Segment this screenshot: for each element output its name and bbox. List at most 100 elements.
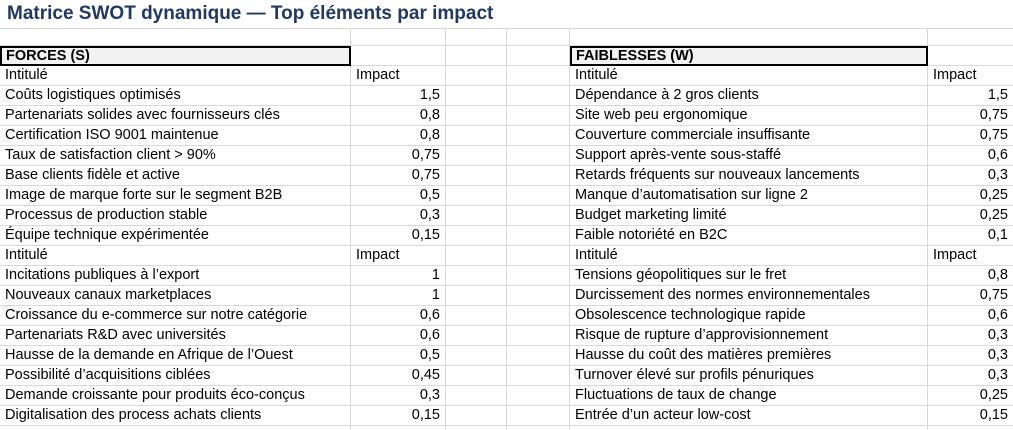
column-header-intitule[interactable]: Intitulé [570, 246, 928, 266]
impact-value[interactable]: 1 [351, 286, 446, 306]
row-label[interactable]: Site web peu ergonomique [570, 106, 928, 126]
empty-cell [928, 426, 1013, 430]
row-label[interactable]: Base clients fidèle et active [0, 166, 351, 186]
row-label[interactable]: Budget marketing limité [570, 206, 928, 226]
empty-cell [507, 406, 570, 426]
row-label[interactable]: Croissance du e-commerce sur notre catég… [0, 306, 351, 326]
impact-value[interactable]: 0,3 [928, 326, 1013, 346]
row-label[interactable]: Couverture commerciale insuffisante [570, 126, 928, 146]
row-label[interactable]: Hausse de la demande en Afrique de l’Oue… [0, 346, 351, 366]
empty-cell [446, 346, 507, 366]
impact-value[interactable]: 0,1 [928, 226, 1013, 246]
impact-value[interactable]: 0,6 [928, 306, 1013, 326]
empty-cell [351, 29, 446, 46]
column-header-impact[interactable]: Impact [351, 66, 446, 86]
empty-cell [928, 29, 1013, 46]
impact-value[interactable]: 0,3 [928, 166, 1013, 186]
impact-value[interactable]: 0,75 [928, 126, 1013, 146]
empty-cell [507, 366, 570, 386]
row-label[interactable]: Hausse du coût des matières premières [570, 346, 928, 366]
impact-value[interactable]: 0,3 [928, 366, 1013, 386]
row-label[interactable]: Fluctuations de taux de change [570, 386, 928, 406]
impact-value[interactable]: 0,3 [928, 346, 1013, 366]
row-label[interactable]: Obsolescence technologique rapide [570, 306, 928, 326]
empty-cell [446, 29, 507, 46]
row-label[interactable]: Durcissement des normes environnementale… [570, 286, 928, 306]
row-label[interactable]: Faible notoriété en B2C [570, 226, 928, 246]
empty-cell [446, 306, 507, 326]
empty-cell [507, 46, 570, 66]
impact-value[interactable]: 0,6 [351, 326, 446, 346]
empty-cell [446, 106, 507, 126]
row-label[interactable]: Manque d’automatisation sur ligne 2 [570, 186, 928, 206]
empty-cell [507, 306, 570, 326]
impact-value[interactable]: 0,15 [351, 406, 446, 426]
empty-cell [570, 29, 928, 46]
row-label[interactable]: Processus de production stable [0, 206, 351, 226]
column-header-impact[interactable]: Impact [928, 246, 1013, 266]
row-label[interactable]: Tensions géopolitiques sur le fret [570, 266, 928, 286]
row-label[interactable]: Partenariats solides avec fournisseurs c… [0, 106, 351, 126]
row-label[interactable]: Dépendance à 2 gros clients [570, 86, 928, 106]
column-header-impact[interactable]: Impact [928, 66, 1013, 86]
empty-cell [507, 246, 570, 266]
impact-value[interactable]: 0,5 [351, 186, 446, 206]
row-label[interactable]: Équipe technique expérimentée [0, 226, 351, 246]
empty-cell [507, 226, 570, 246]
empty-cell [446, 366, 507, 386]
row-label[interactable]: Possibilité d’acquisitions ciblées [0, 366, 351, 386]
empty-cell [507, 66, 570, 86]
empty-cell [446, 86, 507, 106]
empty-cell [446, 66, 507, 86]
empty-cell [446, 326, 507, 346]
empty-cell [0, 29, 351, 46]
column-header-intitule[interactable]: Intitulé [0, 66, 351, 86]
section-header-forces[interactable]: FORCES (S) [0, 46, 351, 66]
row-label[interactable]: Nouveaux canaux marketplaces [0, 286, 351, 306]
empty-cell [507, 266, 570, 286]
column-header-intitule[interactable]: Intitulé [570, 66, 928, 86]
impact-value[interactable]: 0,6 [351, 306, 446, 326]
row-label[interactable]: Support après-vente sous-staffé [570, 146, 928, 166]
impact-value[interactable]: 1,5 [351, 86, 446, 106]
column-header-impact[interactable]: Impact [351, 246, 446, 266]
impact-value[interactable]: 0,8 [351, 106, 446, 126]
impact-value[interactable]: 0,3 [351, 206, 446, 226]
row-label[interactable]: Risque de rupture d’approvisionnement [570, 326, 928, 346]
row-label[interactable]: Taux de satisfaction client > 90% [0, 146, 351, 166]
impact-value[interactable]: 0,6 [928, 146, 1013, 166]
impact-value[interactable]: 0,75 [928, 286, 1013, 306]
row-label[interactable]: Coûts logistiques optimisés [0, 86, 351, 106]
row-label[interactable]: Certification ISO 9001 maintenue [0, 126, 351, 146]
column-header-intitule[interactable]: Intitulé [0, 246, 351, 266]
impact-value[interactable]: 0,75 [351, 146, 446, 166]
impact-value[interactable]: 0,15 [928, 406, 1013, 426]
impact-value[interactable]: 1 [351, 266, 446, 286]
impact-value[interactable]: 0,25 [928, 206, 1013, 226]
impact-value[interactable]: 0,75 [351, 166, 446, 186]
impact-value[interactable]: 0,45 [351, 366, 446, 386]
impact-value[interactable]: 0,25 [928, 386, 1013, 406]
sheet-title: Matrice SWOT dynamique — Top éléments pa… [7, 3, 494, 24]
impact-value[interactable]: 0,8 [928, 266, 1013, 286]
row-label[interactable]: Incitations publiques à l’export [0, 266, 351, 286]
row-label[interactable]: Digitalisation des process achats client… [0, 406, 351, 426]
impact-value[interactable]: 1,5 [928, 86, 1013, 106]
row-label[interactable]: Demande croissante pour produits éco-con… [0, 386, 351, 406]
row-label[interactable]: Partenariats R&D avec universités [0, 326, 351, 346]
impact-value[interactable]: 0,75 [928, 106, 1013, 126]
impact-value[interactable]: 0,8 [351, 126, 446, 146]
impact-value[interactable]: 0,3 [351, 386, 446, 406]
row-label[interactable]: Entrée d’un acteur low-cost [570, 406, 928, 426]
empty-cell [351, 426, 446, 430]
impact-value[interactable]: 0,25 [928, 186, 1013, 206]
row-label[interactable]: Retards fréquents sur nouveaux lancement… [570, 166, 928, 186]
row-label[interactable]: Turnover élevé sur profils pénuriques [570, 366, 928, 386]
row-label[interactable]: Image de marque forte sur le segment B2B [0, 186, 351, 206]
empty-cell [507, 286, 570, 306]
section-header-faiblesses[interactable]: FAIBLESSES (W) [570, 46, 928, 66]
impact-value[interactable]: 0,5 [351, 346, 446, 366]
empty-cell [351, 46, 446, 66]
impact-value[interactable]: 0,15 [351, 226, 446, 246]
empty-cell [446, 206, 507, 226]
